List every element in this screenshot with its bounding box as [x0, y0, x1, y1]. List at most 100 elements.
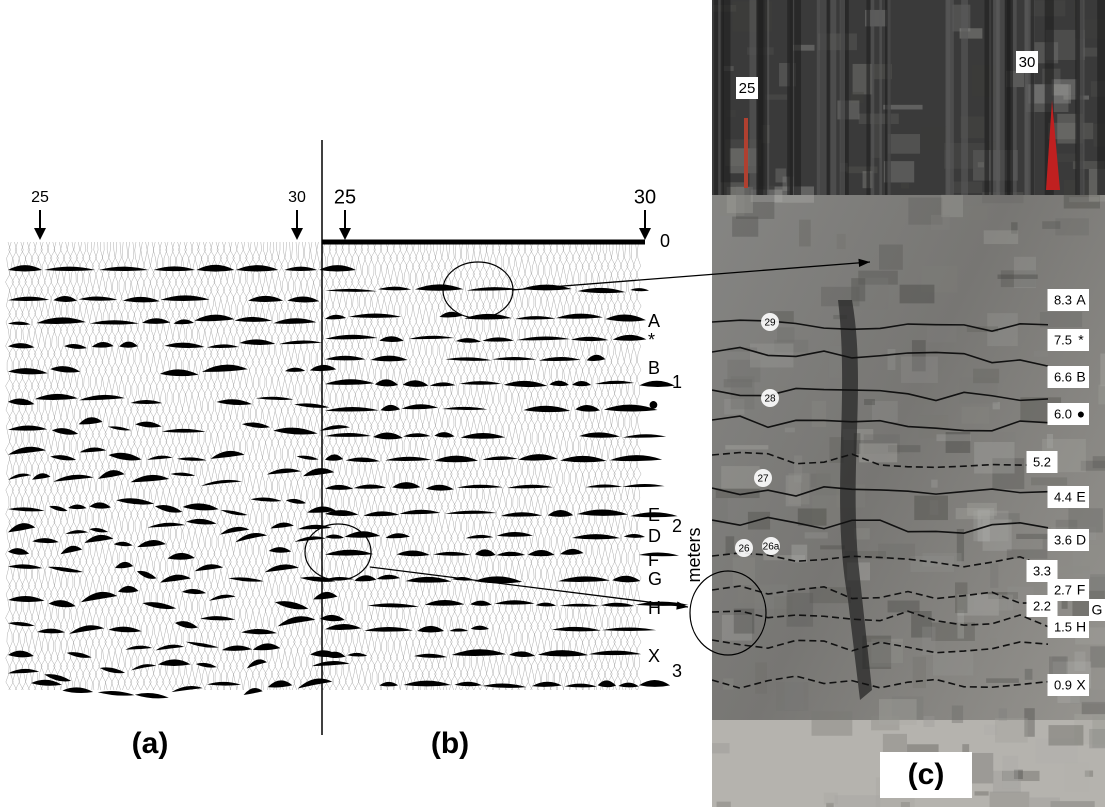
rock-texture [733, 608, 755, 634]
seismic-event [367, 599, 689, 608]
horizon-label-box [1073, 403, 1089, 425]
rock-texture [911, 340, 926, 372]
depth-tick: 3 [672, 661, 682, 681]
rock-texture [1084, 770, 1094, 777]
rock-texture [973, 594, 1014, 611]
rock-texture [829, 437, 844, 463]
rock-texture [981, 513, 1020, 525]
rock-texture [1000, 270, 1036, 288]
panel-label: (b) [431, 727, 469, 760]
rock-texture [1050, 801, 1095, 807]
rock-texture [726, 186, 753, 214]
seismic-event [8, 468, 335, 486]
rock-texture [1046, 433, 1054, 449]
seismic-event [8, 641, 339, 658]
seismic-event [325, 311, 646, 322]
depth-label: 5.2 [1033, 454, 1051, 469]
rock-texture [912, 656, 926, 689]
rock-texture [811, 711, 853, 736]
horizon-label: F [1077, 582, 1086, 598]
rock-texture [1090, 574, 1105, 603]
rock-texture [1039, 311, 1083, 328]
rock-texture [959, 28, 983, 39]
wall-streak [1076, 0, 1085, 195]
rock-texture [1049, 153, 1085, 163]
horizon-label: H [648, 598, 661, 618]
rock-texture [716, 801, 731, 807]
depth-label: 1.5 [1054, 619, 1072, 634]
rock-texture [929, 500, 939, 515]
rock-texture [955, 582, 968, 614]
red-stake [1046, 100, 1060, 190]
horizon-label-box [1073, 579, 1089, 601]
rock-texture [774, 339, 809, 353]
wall-streak [1097, 0, 1105, 195]
rock-texture [992, 770, 1021, 793]
wall-streak [1030, 0, 1035, 195]
horizon-trace [712, 415, 1049, 432]
rock-texture [727, 359, 761, 383]
wall-streak [866, 0, 871, 195]
annotations: 25 30 25 30A*B●EDFGHX0123meters253029282726… [31, 51, 1105, 798]
rock-texture [956, 528, 965, 562]
horizon-trace [712, 610, 1049, 628]
rock-texture [794, 455, 803, 483]
rock-texture [931, 479, 938, 488]
wall-streak [984, 0, 990, 195]
rock-texture [967, 502, 997, 516]
depth-label: 7.5 [1054, 332, 1072, 347]
seismic-event [8, 497, 337, 516]
rock-texture [755, 662, 767, 694]
rock-texture [1089, 728, 1105, 749]
horizon-label-box [1073, 289, 1089, 311]
wall-streak [945, 0, 954, 195]
seismic-event [8, 533, 326, 560]
wall-streak [961, 0, 968, 195]
rock-texture [777, 327, 795, 343]
rock-texture [887, 445, 921, 453]
rock-texture [1013, 256, 1036, 289]
rock-texture [921, 265, 958, 293]
depth-label: 8.3 [1054, 292, 1072, 307]
wall-streak [887, 0, 891, 195]
rock-texture [715, 488, 760, 499]
seismic-event [325, 649, 642, 659]
rock-texture [864, 399, 875, 406]
marker-circle [735, 539, 753, 557]
trace-arrow [291, 228, 303, 240]
rock-texture [878, 699, 917, 725]
rock-texture [887, 600, 920, 613]
rock-texture [853, 433, 861, 454]
fracture [838, 300, 872, 700]
rock-texture [816, 469, 839, 495]
rock-texture [1069, 197, 1100, 203]
link-arrow [511, 261, 871, 291]
trace-label: 30 [634, 186, 656, 208]
seismic-event [8, 446, 319, 461]
rock-texture [922, 552, 962, 567]
rock-texture [774, 596, 793, 617]
panel-label-box [880, 752, 972, 798]
rock-texture [845, 166, 878, 174]
rock-texture [1068, 508, 1103, 533]
rock-texture [1031, 477, 1068, 486]
horizon-label: F [648, 550, 659, 570]
depth-label-box [1047, 529, 1079, 551]
horizon-label: E [1076, 489, 1085, 505]
depth-label-box [1047, 486, 1079, 508]
rock-texture [871, 401, 898, 423]
horizon-trace [712, 451, 1049, 469]
wall-streak [879, 0, 882, 195]
rock-texture [1052, 656, 1067, 678]
horizon-label: G [648, 569, 662, 589]
horizon-label: A [648, 311, 660, 331]
rock-texture [810, 473, 831, 488]
horizon-label: B [1076, 369, 1085, 385]
rock-texture [765, 94, 788, 100]
seismic-event [325, 548, 680, 557]
horizon-label-box [1073, 529, 1089, 551]
seismic-event [8, 417, 351, 435]
rock-texture [730, 376, 755, 410]
rock-texture [754, 584, 788, 609]
